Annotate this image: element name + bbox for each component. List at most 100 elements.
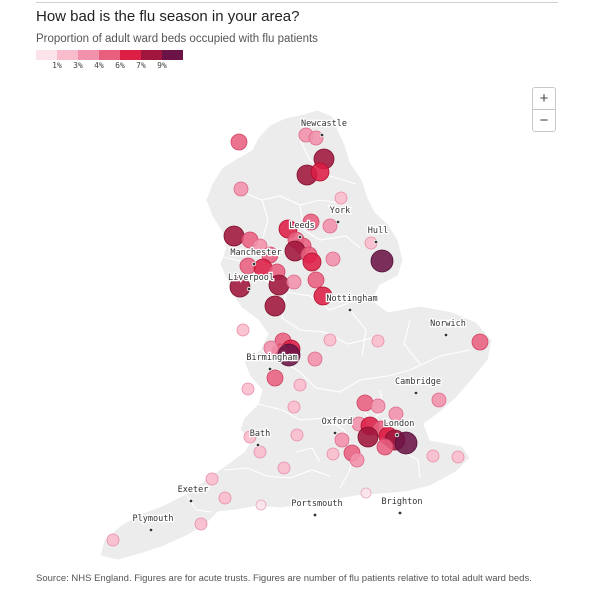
city-bath: Bath xyxy=(249,428,271,448)
hospital-marker[interactable] xyxy=(290,428,304,442)
city-dot xyxy=(319,132,325,138)
city-dot xyxy=(148,527,154,533)
city-dot xyxy=(267,366,273,372)
hospital-marker[interactable] xyxy=(194,517,208,531)
city-dot xyxy=(347,307,353,313)
hospital-marker[interactable] xyxy=(302,252,322,272)
city-dot xyxy=(332,430,338,436)
legend-tick-label: 3% xyxy=(73,61,83,70)
city-label: Liverpool xyxy=(228,273,274,283)
hospital-marker[interactable] xyxy=(431,392,447,408)
legend-swatch xyxy=(141,50,162,60)
city-dot xyxy=(373,239,379,245)
hospital-marker[interactable] xyxy=(323,333,337,347)
hospital-marker[interactable] xyxy=(255,499,267,511)
legend-swatches xyxy=(36,50,183,60)
city-label: Manchester xyxy=(230,248,281,258)
hospital-marker[interactable] xyxy=(313,286,333,306)
hospital-marker[interactable] xyxy=(307,271,325,289)
hospital-marker[interactable] xyxy=(252,238,268,254)
hospital-marker[interactable] xyxy=(223,225,245,247)
hospital-marker[interactable] xyxy=(205,472,219,486)
hospital-marker[interactable] xyxy=(394,431,418,455)
city-york: York xyxy=(329,205,351,225)
hospital-marker[interactable] xyxy=(263,340,279,356)
hospital-marker[interactable] xyxy=(325,251,341,267)
city-dot xyxy=(394,432,400,438)
hospital-marker[interactable] xyxy=(229,276,251,298)
hospital-marker[interactable] xyxy=(326,447,340,461)
legend-swatch xyxy=(57,50,78,60)
hospital-marker[interactable] xyxy=(388,406,404,422)
source-note: Source: NHS England. Figures are for acu… xyxy=(36,573,532,584)
city-dot xyxy=(255,442,261,448)
city-dot xyxy=(443,332,449,338)
hospital-marker[interactable] xyxy=(334,432,350,448)
city-london: London xyxy=(382,418,416,438)
city-oxford: Oxford xyxy=(320,416,354,436)
city-birmingham: Birmingham xyxy=(245,352,299,372)
hospital-marker[interactable] xyxy=(426,449,440,463)
city-nottingham: Nottingham xyxy=(325,293,379,313)
hospital-marker[interactable] xyxy=(376,438,394,456)
city-labels: Newcastle York Leeds Hull Manchester Liverpoo… xyxy=(131,118,467,533)
hospital-marker[interactable] xyxy=(357,426,379,448)
city-label: Nottingham xyxy=(326,294,377,304)
hospital-marker[interactable] xyxy=(236,323,250,337)
hospital-marker[interactable] xyxy=(106,533,120,547)
hospital-marker[interactable] xyxy=(277,461,291,475)
zoom-control: + − xyxy=(532,87,556,132)
hospital-marker[interactable] xyxy=(277,343,301,367)
top-rule xyxy=(36,2,558,3)
hospital-marker[interactable] xyxy=(230,133,248,151)
hospital-marker[interactable] xyxy=(253,445,267,459)
legend-swatch xyxy=(120,50,141,60)
legend-ticks: 1% 3% 4% 6% 7% 9% xyxy=(36,60,183,72)
hospital-marker[interactable] xyxy=(334,191,348,205)
zoom-in-button[interactable]: + xyxy=(539,90,549,107)
chart-subtitle: Proportion of adult ward beds occupied w… xyxy=(36,33,318,45)
hospital-markers xyxy=(106,127,489,547)
zoom-out-button[interactable]: − xyxy=(533,109,555,131)
legend-tick-label: 7% xyxy=(136,61,146,70)
legend-tick-label: 1% xyxy=(52,61,62,70)
hospital-marker[interactable] xyxy=(356,394,374,412)
city-leeds: Leeds xyxy=(288,220,316,240)
city-label: Brighton xyxy=(382,497,423,507)
city-label: York xyxy=(330,206,350,216)
city-dot xyxy=(251,261,257,267)
hospital-marker[interactable] xyxy=(266,369,284,387)
hospital-marker[interactable] xyxy=(308,130,324,146)
hospital-marker[interactable] xyxy=(310,162,330,182)
hospital-marker[interactable] xyxy=(370,249,394,273)
legend-swatch xyxy=(99,50,120,60)
hospital-marker[interactable] xyxy=(371,334,385,348)
city-dot xyxy=(397,510,403,516)
hospital-marker[interactable] xyxy=(302,213,320,231)
hospital-marker[interactable] xyxy=(218,491,232,505)
city-label: London xyxy=(384,419,415,429)
hospital-marker[interactable] xyxy=(286,274,302,290)
hospital-marker[interactable] xyxy=(360,487,372,499)
hospital-marker[interactable] xyxy=(233,181,249,197)
legend-tick-label: 6% xyxy=(115,61,125,70)
hospital-marker[interactable] xyxy=(451,450,465,464)
hospital-marker[interactable] xyxy=(370,398,386,414)
city-label: Oxford xyxy=(322,417,353,427)
hospital-marker[interactable] xyxy=(322,218,338,234)
city-dot xyxy=(297,234,303,240)
hospital-marker[interactable] xyxy=(349,452,365,468)
hospital-marker[interactable] xyxy=(241,382,255,396)
city-label: Cambridge xyxy=(395,377,441,387)
hospital-marker[interactable] xyxy=(307,351,323,367)
city-portsmouth: Portsmouth xyxy=(290,498,344,518)
hospital-marker[interactable] xyxy=(471,333,489,351)
legend-swatch xyxy=(162,50,183,60)
hospital-marker[interactable] xyxy=(287,400,301,414)
hospital-marker[interactable] xyxy=(293,378,307,392)
hospital-marker[interactable] xyxy=(243,430,257,444)
city-dot xyxy=(246,286,252,292)
hospital-marker[interactable] xyxy=(264,295,286,317)
city-label: Leeds xyxy=(289,221,315,231)
